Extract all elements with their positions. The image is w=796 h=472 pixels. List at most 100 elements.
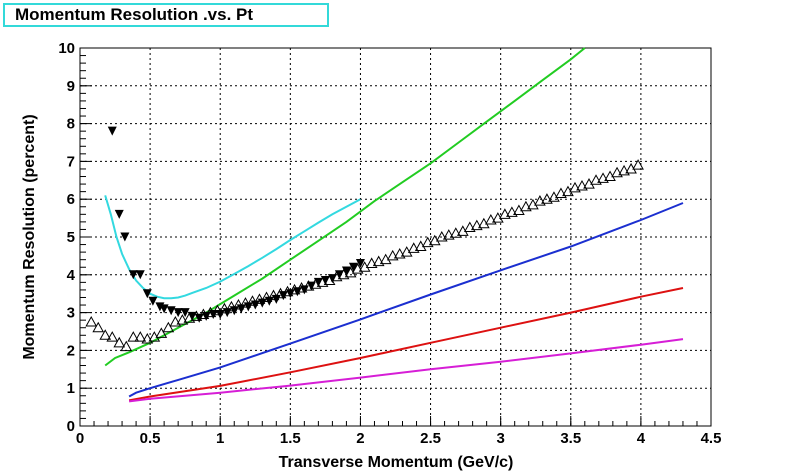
y-tick-label: 7 [67,153,75,170]
y-tick-label: 9 [67,78,75,95]
open-triangle-marker [463,221,476,233]
open-triangle-marker [576,179,588,191]
filled-triangle-marker [180,308,190,318]
open-triangle-marker [281,285,294,297]
filled-triangle-marker [159,304,169,314]
open-triangle-marker [204,306,217,318]
open-triangle-marker [316,276,329,287]
cyan-series-line [104,195,361,300]
open-triangle-marker [141,333,154,344]
open-triangle-marker [190,310,203,321]
filled-triangle-marker [166,306,176,316]
open-triangle-marker [365,257,378,268]
open-triangle-marker [442,229,455,240]
open-triangle-marker [169,316,182,327]
y-tick-label: 1 [67,380,75,397]
open-triangle-marker [120,340,133,352]
open-triangle-marker [288,283,301,295]
open-triangle-marker [302,280,315,291]
open-triangle-marker [218,302,231,314]
open-triangle-marker [569,181,581,193]
x-tick-label: 0.5 [140,430,161,447]
open-triangle-marker [351,263,364,274]
blue-series-line [128,202,684,398]
open-triangle-marker [106,331,119,342]
open-triangle-marker [253,293,266,304]
y-tick-label: 0 [67,418,75,435]
filled-triangle-marker [142,289,152,299]
open-triangle-marker [555,187,567,199]
series-group [104,47,684,403]
open-triangle-marker [470,219,483,231]
open-triangle-marker [113,336,126,348]
chart-title: Momentum Resolution .vs. Pt [3,3,329,27]
open-triangle-marker [211,304,224,316]
open-triangle-marker [386,249,399,261]
y-tick-label: 3 [67,305,75,322]
open-triangle-marker [183,312,196,323]
filled-triangle-marker [355,258,365,268]
x-tick-label: 1 [216,430,224,447]
filled-triangle-marker [114,209,124,219]
x-tick-label: 0 [76,430,84,447]
open-triangle-marker [393,247,406,259]
open-triangle-marker [239,297,252,308]
open-triangle-marker [92,321,105,333]
open-triangle-marker [590,174,602,185]
open-triangle-marker [99,329,112,340]
y-tick-label: 5 [67,229,75,246]
open-triangle-marker [407,242,420,253]
filled-triangle-marker [107,126,117,136]
magenta-series-line [128,338,684,403]
open-triangle-marker [372,255,385,267]
open-triangle-marker [541,193,553,204]
open-triangle-marker [611,166,623,178]
open-triangle-marker [485,213,497,225]
filled-triangle-marker [148,296,158,306]
open-triangle-marker [155,327,168,338]
open-triangle-marker [618,164,630,176]
filled-triangle-marker [173,308,183,318]
grid-lines [80,48,711,426]
open-triangle-marker [520,200,532,212]
x-tick-label: 1.5 [280,430,301,447]
open-triangle-marker [225,300,238,312]
filled-triangle-marker [348,262,358,272]
open-triangle-marker [176,314,189,325]
open-triangle-marker [337,268,350,280]
open-triangle-marker [197,308,210,319]
x-tick-label: 3 [496,430,504,447]
x-tick-label: 4.5 [701,430,722,447]
y-axis-label: Momentum Resolution (percent) [21,114,38,359]
x-tick-label: 2.5 [420,430,441,447]
red-series-line [128,287,684,402]
filled-triangle-marker [128,270,138,280]
open-triangle-marker [274,287,287,299]
open-triangle-marker [127,331,140,342]
open-triangle-marker [85,316,98,327]
y-tick-label: 6 [67,191,75,208]
y-tick-label: 2 [67,342,75,359]
open-triangle-marker [506,206,518,217]
x-axis-label: Transverse Momentum (GeV/c) [279,454,514,471]
y-tick-label: 4 [67,267,76,284]
markers-group [85,126,644,352]
axis-ticks: 0 0.5 1 1.5 2 2.5 3 3.5 4 4.5 0 1 2 3 4 5 6 7 8 9 10 [58,40,721,447]
open-triangle-marker [534,195,546,206]
filled-triangle-marker [341,266,351,276]
open-triangle-marker [134,331,147,342]
filled-triangle-marker [120,232,130,242]
open-triangle-marker [246,295,259,306]
x-tick-label: 4 [637,430,646,447]
open-triangle-marker [295,282,308,293]
open-triangle-marker [309,278,322,289]
x-tick-label: 2 [356,430,364,447]
y-tick-label: 10 [58,40,75,57]
x-tick-label: 3.5 [560,430,581,447]
open-triangle-marker [232,299,245,310]
open-triangle-marker [597,172,609,183]
open-triangle-marker [499,208,511,219]
open-triangle-marker [267,289,280,301]
open-triangle-marker [421,236,434,248]
